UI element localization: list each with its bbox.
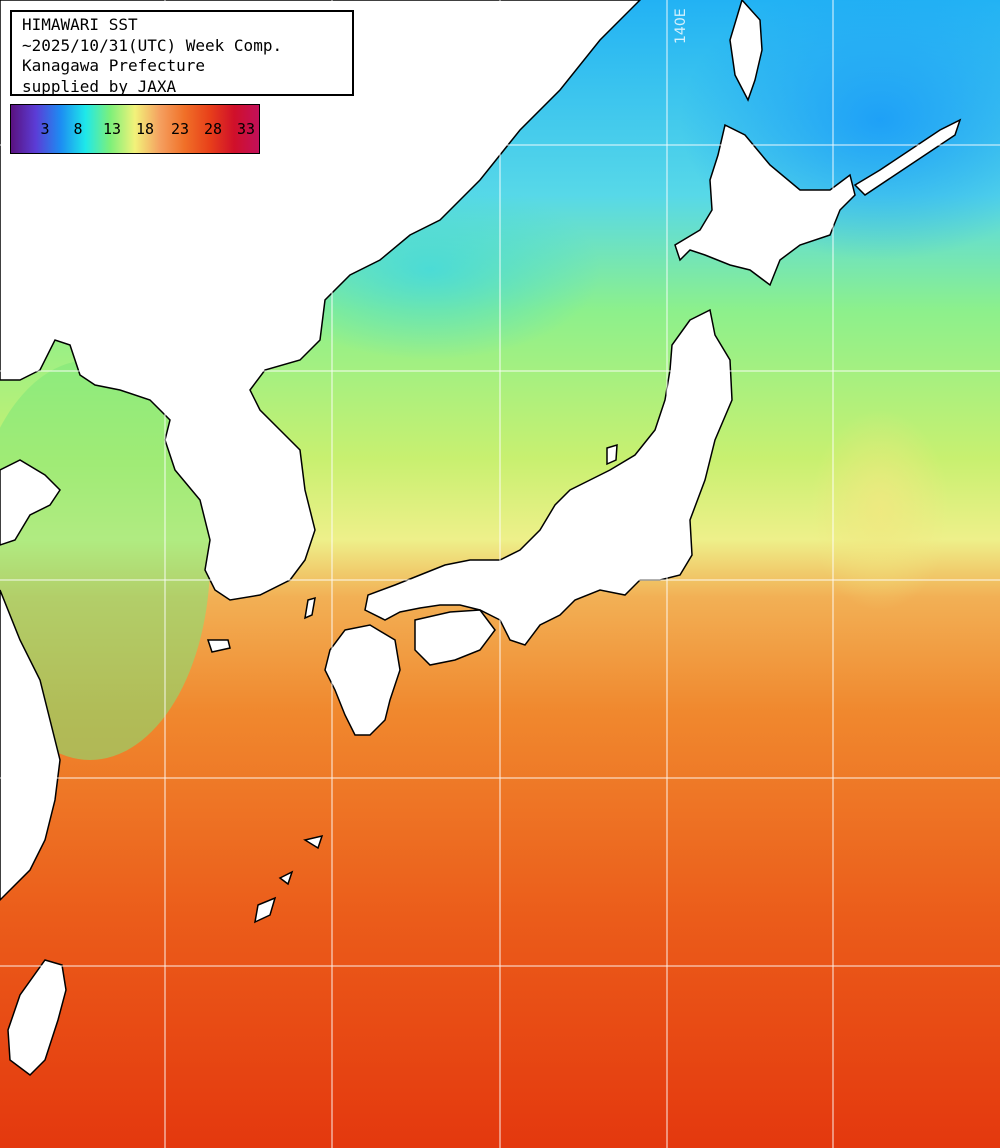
china-coast: [0, 459, 61, 546]
title-line-2: ~2025/10/31(UTC) Week Comp.: [22, 35, 283, 55]
scale-tick: 3: [40, 120, 50, 138]
taiwan: [7, 959, 67, 1076]
hokkaido: [674, 123, 856, 287]
shikoku: [414, 609, 496, 666]
ryukyu-2: [254, 896, 277, 924]
ryukyu-3: [278, 870, 294, 886]
latitude-label-40n: 40N: [15, 352, 44, 368]
kuril-islands: [853, 118, 962, 196]
ryukyu-1: [303, 834, 324, 850]
temperature-color-scale: 3 8 13 18 23 28 33: [10, 104, 260, 154]
scale-tick: 33: [236, 120, 256, 138]
title-line-3: Kanagawa Prefecture: [22, 56, 206, 75]
scale-tick: 13: [102, 120, 122, 138]
sado: [606, 443, 618, 466]
east-china-sea-green: [0, 360, 210, 760]
china-south-coast: [0, 589, 61, 902]
map-title-box: HIMAWARI SST ~2025/10/31(UTC) Week Comp.…: [10, 10, 354, 96]
scale-tick: 28: [203, 120, 223, 138]
honshu: [364, 308, 733, 646]
scale-tick: 23: [170, 120, 190, 138]
sakhalin: [729, 0, 763, 102]
oyashio-front-tongue: [810, 410, 950, 610]
longitude-label-140e: 140E: [673, 8, 689, 44]
jeju: [206, 639, 231, 653]
kyushu: [324, 624, 401, 736]
title-line-1: HIMAWARI SST: [22, 15, 138, 34]
title-line-4: supplied by JAXA: [22, 76, 177, 96]
tsushima: [304, 596, 316, 620]
scale-tick: 8: [73, 120, 83, 138]
scale-tick: 18: [135, 120, 155, 138]
